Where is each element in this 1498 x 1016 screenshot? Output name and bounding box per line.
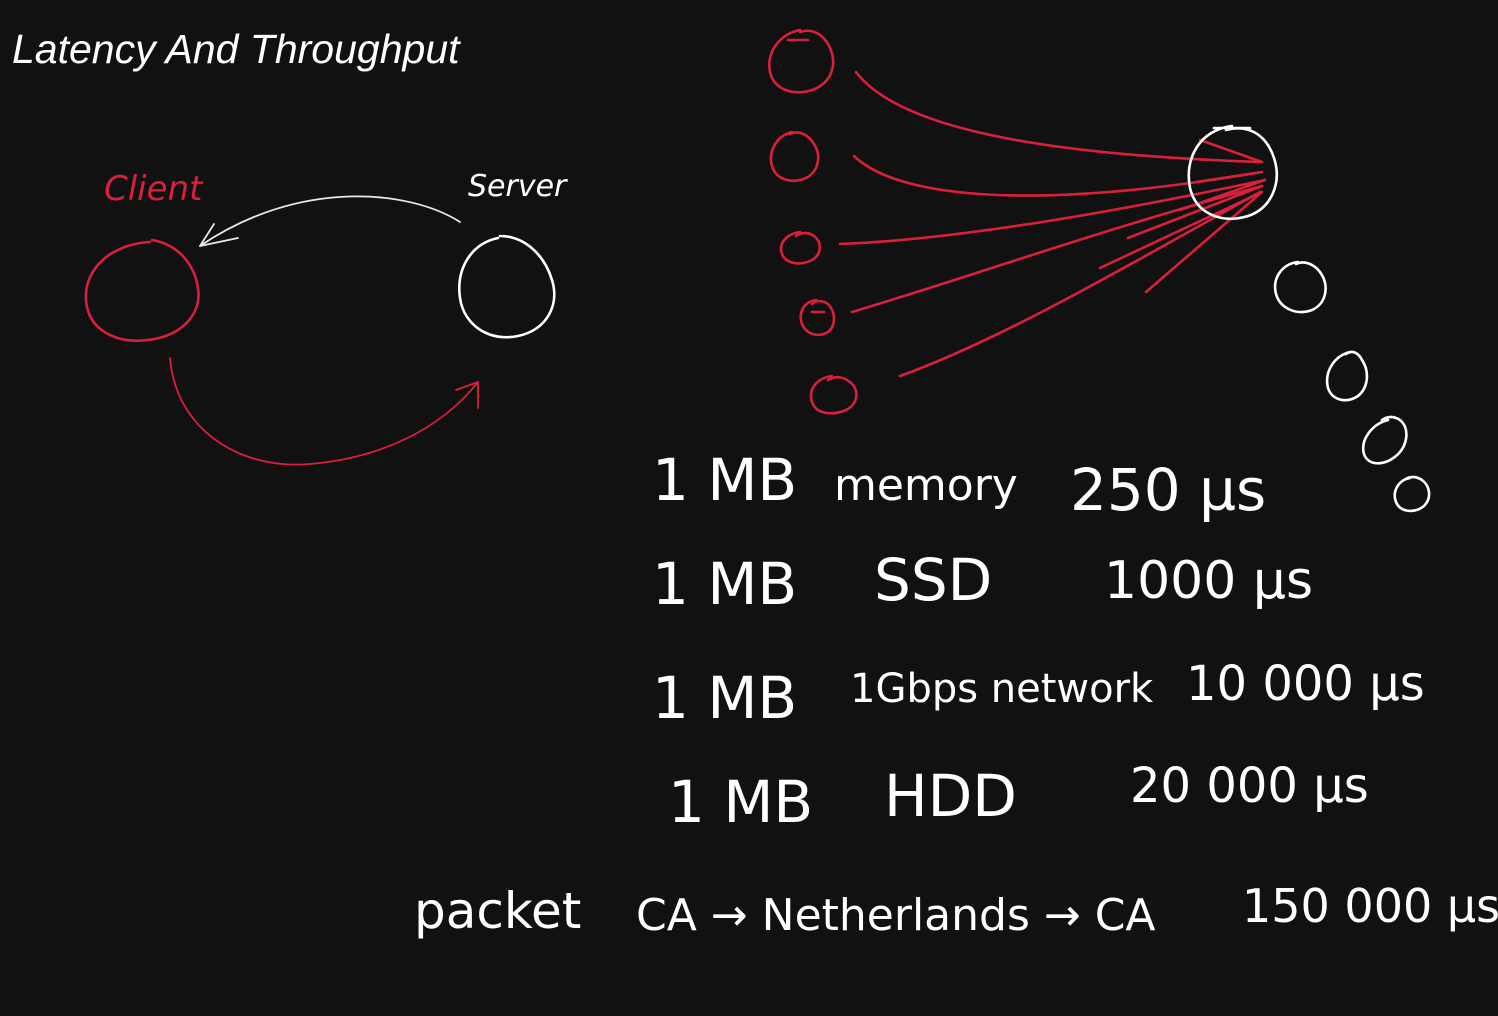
request-line-2: [852, 154, 1264, 197]
row-time: 250 µs: [1070, 456, 1266, 524]
row-size: 1 MB: [652, 446, 797, 514]
server-label: Server: [468, 169, 568, 204]
server-node: [458, 234, 556, 339]
packet-time: 150 000 µs: [1242, 879, 1498, 933]
central-server-node: [1187, 124, 1279, 220]
request-lines-group: [838, 70, 1267, 378]
request-line-1: [854, 70, 1262, 164]
client-circle-4: [799, 298, 836, 337]
row-size: 1 MB: [652, 664, 797, 732]
queued-request-3: [1361, 415, 1408, 465]
request-line-3: [838, 178, 1267, 246]
clients-group: [768, 28, 858, 415]
row-time: 10 000 µs: [1186, 656, 1425, 712]
queued-request-1: [1273, 260, 1327, 314]
row-size: 1 MB: [652, 550, 797, 618]
request-line-5: [898, 190, 1262, 378]
response-arrow: [199, 195, 461, 247]
client-circle-5: [809, 374, 858, 415]
latency-row: 1 MB SSD 1000 µs: [652, 546, 1313, 618]
row-medium: 1Gbps network: [850, 666, 1154, 712]
row-medium: SSD: [874, 546, 992, 614]
request-arrowhead: [455, 381, 479, 409]
row-time: 1000 µs: [1104, 551, 1313, 611]
client-label: Client: [104, 169, 204, 209]
queued-request-4: [1393, 475, 1431, 513]
client-circle-1: [768, 28, 835, 94]
request-arrow: [169, 357, 479, 466]
queued-request-2: [1325, 350, 1369, 402]
latency-table: 1 MB memory 250 µs 1 MB SSD 1000 µs 1 MB…: [414, 446, 1498, 941]
packet-label: packet: [414, 882, 581, 940]
page-title: Latency And Throughput: [12, 26, 460, 72]
client-node: [84, 238, 200, 342]
client-circle-2: [769, 130, 820, 182]
packet-row: packet CA → Netherlands → CA 150 000 µs: [414, 879, 1498, 941]
request-arrowheads: [1098, 138, 1267, 294]
response-arrowhead: [199, 223, 239, 247]
queued-requests-group: [1273, 260, 1431, 513]
latency-row: 1 MB 1Gbps network 10 000 µs: [652, 656, 1425, 732]
packet-route: CA → Netherlands → CA: [636, 890, 1156, 941]
row-medium: memory: [834, 460, 1018, 511]
row-medium: HDD: [884, 762, 1017, 830]
client-circle-3: [779, 230, 822, 265]
latency-row: 1 MB memory 250 µs: [652, 446, 1266, 524]
latency-row: 1 MB HDD 20 000 µs: [668, 758, 1369, 836]
request-line-4: [850, 184, 1264, 314]
row-time: 20 000 µs: [1130, 758, 1369, 814]
row-size: 1 MB: [668, 768, 813, 836]
